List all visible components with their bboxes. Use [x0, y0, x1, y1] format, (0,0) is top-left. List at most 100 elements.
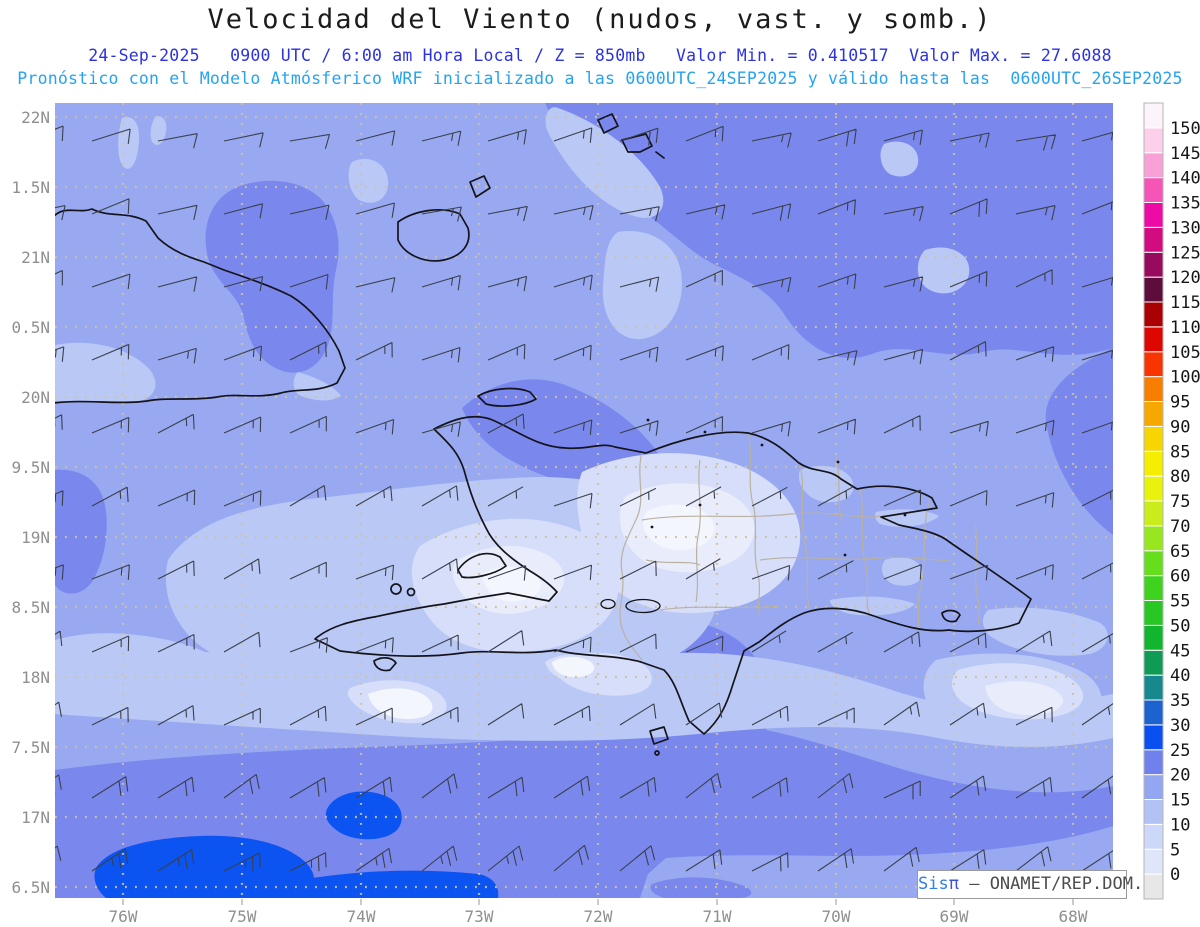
legend-color-swatch [1143, 600, 1164, 626]
cuba-coastline [55, 208, 346, 404]
cayemites-island [390, 583, 402, 595]
legend-tick-label: 65 [1170, 542, 1190, 562]
legend-tick-label: 50 [1170, 616, 1190, 636]
lake-enriquillo [625, 598, 661, 614]
watermark-org-name: ONAMET/REP.DOM. [989, 874, 1144, 894]
lon-tick-label: 69W [940, 907, 969, 926]
lat-tick-label: 22N [21, 108, 50, 127]
wind-speed-shading-20-25kt [55, 103, 1113, 898]
legend-color-swatch [1143, 425, 1164, 452]
lon-tick-label: 71W [703, 907, 732, 926]
model-info-line: Pronóstico con el Modelo Atmósferico WRF… [17, 69, 1183, 88]
lat-tick-label: 0.5N [11, 318, 50, 337]
wind-barb-field [55, 125, 1113, 872]
legend-color-swatch [1143, 550, 1164, 577]
legend-tick-label: 100 [1170, 368, 1200, 388]
legend-border [1143, 102, 1164, 900]
legend-color-swatch [1143, 276, 1164, 303]
legend-color-swatch [1143, 823, 1164, 850]
lat-tick-label: 19N [21, 528, 50, 547]
legend-tick-label: 145 [1170, 144, 1200, 164]
legend-tick-label: 30 [1170, 716, 1190, 736]
legend-tick-label: 110 [1170, 318, 1200, 338]
legend-color-swatch [1143, 724, 1164, 751]
legend-color-swatch [1143, 152, 1164, 179]
lon-tick-label: 74W [347, 907, 376, 926]
little-inagua-island [469, 175, 491, 198]
legend-tick-label: 105 [1170, 343, 1200, 363]
etang-saumatre-lake [600, 598, 616, 610]
legend-tick-label: 70 [1170, 517, 1190, 537]
beata-island [649, 726, 669, 745]
legend-color-swatch [1143, 177, 1164, 203]
legend-tick-label: 75 [1170, 492, 1190, 512]
map-plot-area [55, 103, 1113, 898]
lat-tick-label: 1.5N [11, 178, 50, 197]
lon-tick-label: 72W [584, 907, 613, 926]
legend-tick-label: 45 [1170, 641, 1190, 661]
legend-tick-label: 150 [1170, 119, 1200, 139]
lat-tick-label: 9.5N [11, 458, 50, 477]
legend-tick-label: 10 [1170, 815, 1190, 835]
caicos-islands [597, 113, 665, 159]
hispaniola-coastline [314, 415, 1032, 735]
legend-color-swatch [1143, 873, 1164, 900]
legend-tick-label: 35 [1170, 691, 1190, 711]
alto-velo-island [654, 750, 660, 756]
legend-color-swatch [1143, 649, 1164, 676]
legend-tick-label: 25 [1170, 741, 1190, 761]
legend-color-swatch [1143, 699, 1164, 726]
legend-tick-label: 85 [1170, 442, 1190, 462]
watermark-pi-logo: π [948, 874, 959, 894]
lat-tick-label: 6.5N [11, 878, 50, 897]
wind-speed-shading-25-30kt [94, 791, 499, 898]
lat-tick-label: 21N [21, 248, 50, 267]
legend-color-swatch [1143, 749, 1164, 776]
legend-color-swatch [1143, 674, 1164, 701]
lat-tick-label: 20N [21, 388, 50, 407]
legend-color-swatch [1143, 226, 1164, 253]
legend-color-swatch [1143, 127, 1164, 154]
lat-tick-label: 7.5N [11, 738, 50, 757]
watermark: Sisπ – ONAMET/REP.DOM. [917, 870, 1143, 899]
legend-tick-label: 135 [1170, 194, 1200, 214]
legend-tick-label: 5 [1170, 840, 1180, 860]
legend-tick-label: 120 [1170, 268, 1200, 288]
watermark-app-name: Sis [918, 874, 949, 894]
legend-color-swatch [1143, 475, 1164, 502]
legend-tick-label: 140 [1170, 169, 1200, 189]
legend-tick-label: 0 [1170, 865, 1180, 885]
legend-color-swatch [1143, 351, 1164, 378]
lon-tick-label: 68W [1059, 907, 1088, 926]
legend-color-swatch [1143, 102, 1164, 129]
valid-time-line: 24-Sep-2025 0900 UTC / 6:00 am Hora Loca… [88, 46, 1112, 65]
lon-tick-label: 73W [465, 907, 494, 926]
legend-tick-label: 15 [1170, 791, 1190, 811]
legend-tick-label: 55 [1170, 592, 1190, 612]
lat-tick-label: 17N [21, 808, 50, 827]
legend-color-swatch [1143, 202, 1164, 228]
legend-tick-label: 95 [1170, 393, 1190, 413]
legend-color-swatch [1143, 848, 1164, 875]
legend-color-swatch [1143, 251, 1164, 278]
lat-lon-gridlines [55, 103, 1113, 898]
legend-color-swatch [1143, 450, 1164, 477]
legend-tick-label: 20 [1170, 766, 1190, 786]
lon-tick-label: 75W [228, 907, 257, 926]
tortuga-island [477, 387, 537, 407]
great-inagua-island [397, 209, 470, 262]
legend-color-swatch [1143, 624, 1164, 651]
axis-labels: 22N 1.5N 21N 0.5N 20N 9.5N 19N 8.5N 18N 7.5N 17N 6.… [11, 108, 1087, 926]
page-title: Velocidad del Viento (nudos, vast. y som… [207, 4, 993, 35]
legend-tick-label: 130 [1170, 218, 1200, 238]
legend-color-swatch [1143, 326, 1164, 353]
legend-color-swatch [1143, 799, 1164, 825]
legend-color-swatch [1143, 301, 1164, 328]
legend-color-swatch [1143, 401, 1164, 427]
legend-tick-label: 115 [1170, 293, 1200, 313]
lat-tick-label: 8.5N [11, 598, 50, 617]
legend-color-swatch [1143, 525, 1164, 552]
wind-barbs [55, 125, 1113, 872]
coastlines [55, 113, 1032, 756]
